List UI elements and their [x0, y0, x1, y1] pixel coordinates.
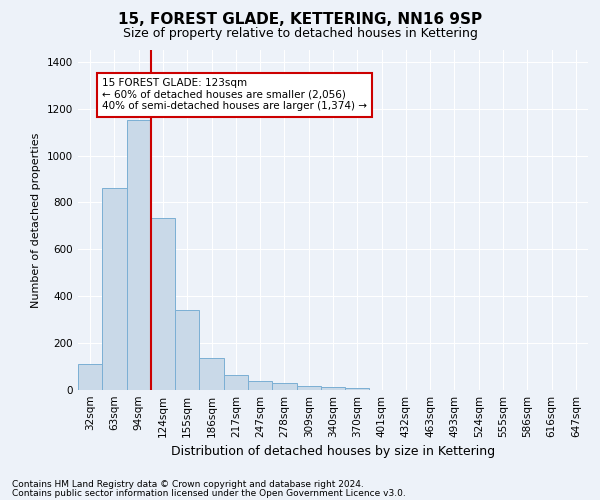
Text: Size of property relative to detached houses in Kettering: Size of property relative to detached ho…	[122, 28, 478, 40]
Text: Contains public sector information licensed under the Open Government Licence v3: Contains public sector information licen…	[12, 489, 406, 498]
Y-axis label: Number of detached properties: Number of detached properties	[31, 132, 41, 308]
Bar	[175, 310, 199, 390]
X-axis label: Distribution of detached houses by size in Kettering: Distribution of detached houses by size …	[171, 446, 495, 458]
Bar	[199, 358, 224, 390]
Text: Contains HM Land Registry data © Crown copyright and database right 2024.: Contains HM Land Registry data © Crown c…	[12, 480, 364, 489]
Bar	[296, 386, 321, 390]
Bar	[78, 364, 102, 390]
Bar	[345, 388, 370, 390]
Text: 15 FOREST GLADE: 123sqm
← 60% of detached houses are smaller (2,056)
40% of semi: 15 FOREST GLADE: 123sqm ← 60% of detache…	[102, 78, 367, 112]
Bar	[321, 386, 345, 390]
Bar	[272, 384, 296, 390]
Bar	[151, 218, 175, 390]
Text: 15, FOREST GLADE, KETTERING, NN16 9SP: 15, FOREST GLADE, KETTERING, NN16 9SP	[118, 12, 482, 28]
Bar	[102, 188, 127, 390]
Bar	[127, 120, 151, 390]
Bar	[224, 375, 248, 390]
Bar	[248, 381, 272, 390]
